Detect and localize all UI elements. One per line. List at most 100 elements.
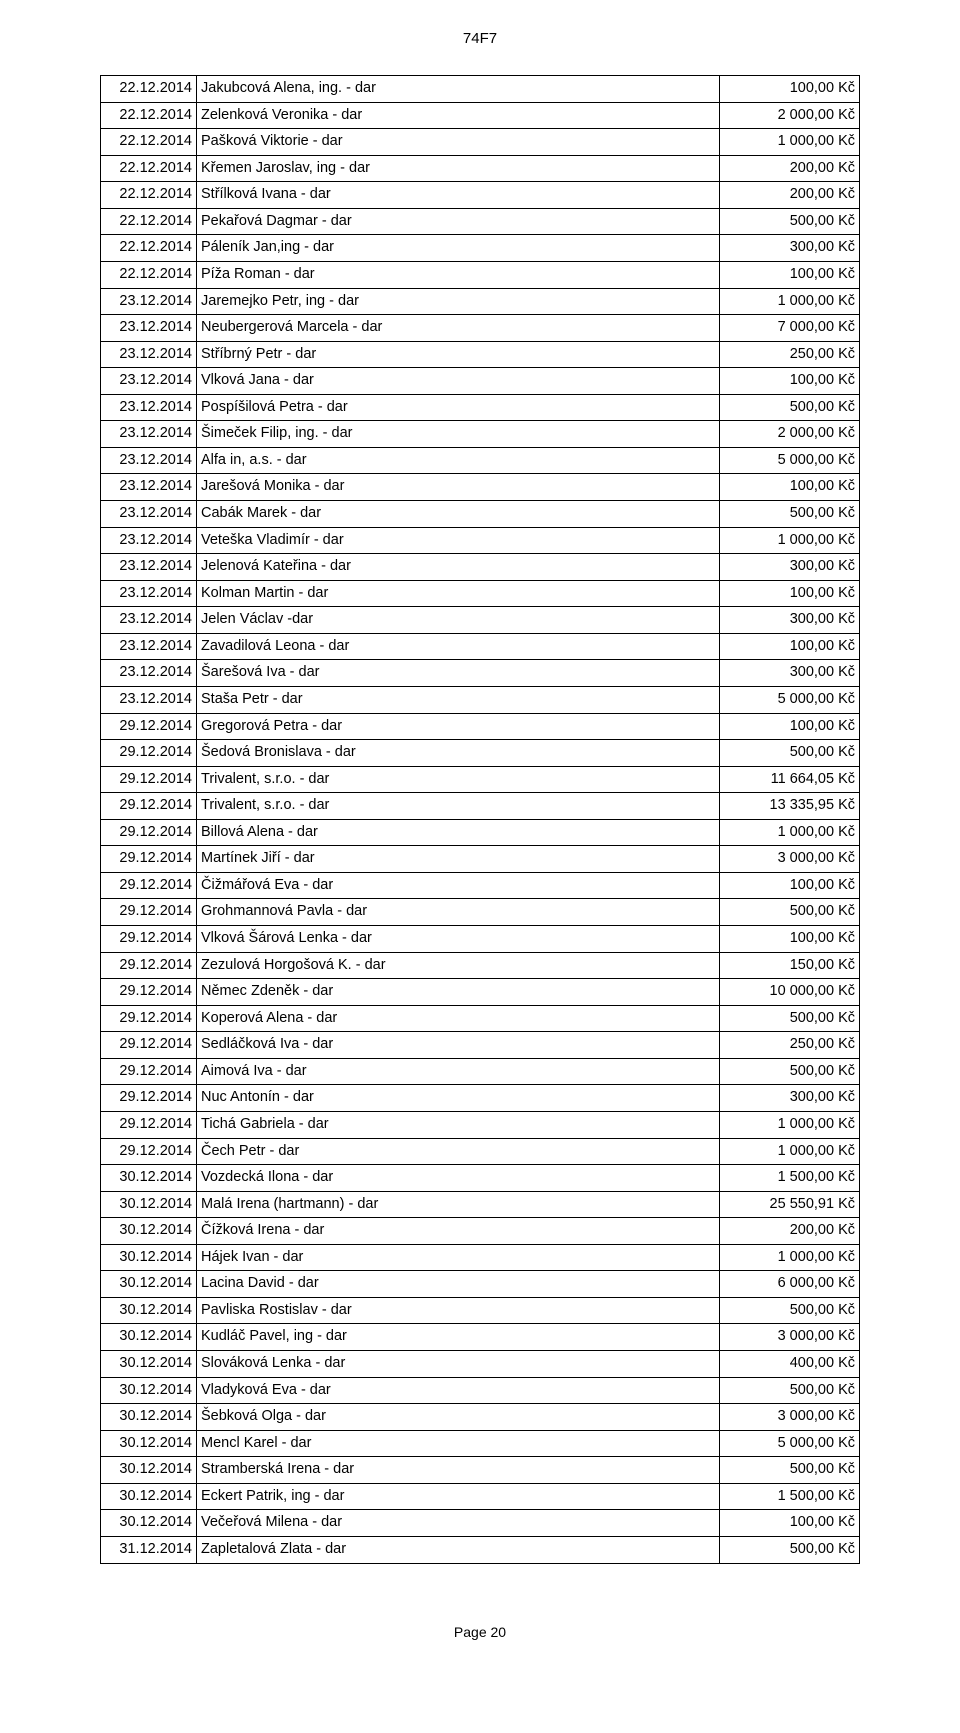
table-row: 22.12.2014Páleník Jan,ing - dar300,00 Kč (101, 235, 860, 262)
table-row: 29.12.2014Šedová Bronislava - dar500,00 … (101, 740, 860, 767)
table-row: 29.12.2014Trivalent, s.r.o. - dar13 335,… (101, 793, 860, 820)
cell-description: Malá Irena (hartmann) - dar (197, 1191, 720, 1218)
cell-description: Staša Petr - dar (197, 686, 720, 713)
table-row: 23.12.2014Stříbrný Petr - dar250,00 Kč (101, 341, 860, 368)
cell-amount: 300,00 Kč (720, 607, 860, 634)
cell-date: 29.12.2014 (101, 899, 197, 926)
cell-date: 23.12.2014 (101, 474, 197, 501)
table-row: 31.12.2014Zapletalová Zlata - dar500,00 … (101, 1536, 860, 1563)
cell-amount: 100,00 Kč (720, 76, 860, 103)
cell-date: 29.12.2014 (101, 979, 197, 1006)
table-row: 22.12.2014Jakubcová Alena, ing. - dar100… (101, 76, 860, 103)
cell-amount: 25 550,91 Kč (720, 1191, 860, 1218)
cell-amount: 100,00 Kč (720, 872, 860, 899)
cell-description: Šimeček Filip, ing. - dar (197, 421, 720, 448)
cell-date: 29.12.2014 (101, 793, 197, 820)
table-row: 29.12.2014Martínek Jiří - dar3 000,00 Kč (101, 846, 860, 873)
cell-date: 30.12.2014 (101, 1457, 197, 1484)
cell-date: 23.12.2014 (101, 660, 197, 687)
table-row: 23.12.2014Vlková Jana - dar100,00 Kč (101, 368, 860, 395)
cell-date: 22.12.2014 (101, 76, 197, 103)
cell-amount: 1 500,00 Kč (720, 1483, 860, 1510)
cell-date: 30.12.2014 (101, 1271, 197, 1298)
cell-amount: 100,00 Kč (720, 926, 860, 953)
cell-amount: 100,00 Kč (720, 633, 860, 660)
cell-date: 23.12.2014 (101, 580, 197, 607)
cell-description: Pekařová Dagmar - dar (197, 208, 720, 235)
table-row: 29.12.2014Billová Alena - dar1 000,00 Kč (101, 819, 860, 846)
cell-date: 30.12.2014 (101, 1404, 197, 1431)
cell-amount: 13 335,95 Kč (720, 793, 860, 820)
cell-description: Gregorová Petra - dar (197, 713, 720, 740)
cell-description: Vladyková Eva - dar (197, 1377, 720, 1404)
cell-amount: 5 000,00 Kč (720, 1430, 860, 1457)
table-row: 23.12.2014Jaremejko Petr, ing - dar1 000… (101, 288, 860, 315)
cell-description: Jarešová Monika - dar (197, 474, 720, 501)
cell-description: Čížková Irena - dar (197, 1218, 720, 1245)
table-row: 22.12.2014Křemen Jaroslav, ing - dar200,… (101, 155, 860, 182)
cell-amount: 500,00 Kč (720, 1377, 860, 1404)
cell-amount: 1 500,00 Kč (720, 1165, 860, 1192)
cell-date: 30.12.2014 (101, 1377, 197, 1404)
cell-description: Nuc Antonín - dar (197, 1085, 720, 1112)
table-row: 23.12.2014Jelenová Kateřina - dar300,00 … (101, 554, 860, 581)
table-row: 30.12.2014Kudláč Pavel, ing - dar3 000,0… (101, 1324, 860, 1351)
cell-date: 22.12.2014 (101, 261, 197, 288)
cell-date: 29.12.2014 (101, 926, 197, 953)
cell-date: 29.12.2014 (101, 1138, 197, 1165)
cell-description: Cabák Marek - dar (197, 501, 720, 528)
cell-description: Vlková Šárová Lenka - dar (197, 926, 720, 953)
cell-date: 29.12.2014 (101, 846, 197, 873)
cell-date: 30.12.2014 (101, 1430, 197, 1457)
cell-date: 29.12.2014 (101, 952, 197, 979)
table-row: 23.12.2014Kolman Martin - dar100,00 Kč (101, 580, 860, 607)
table-row: 30.12.2014Lacina David - dar6 000,00 Kč (101, 1271, 860, 1298)
table-row: 29.12.2014Koperová Alena - dar500,00 Kč (101, 1005, 860, 1032)
table-row: 29.12.2014Nuc Antonín - dar300,00 Kč (101, 1085, 860, 1112)
page-footer: Page 20 (100, 1624, 860, 1640)
cell-date: 30.12.2014 (101, 1218, 197, 1245)
cell-amount: 3 000,00 Kč (720, 846, 860, 873)
cell-amount: 300,00 Kč (720, 1085, 860, 1112)
cell-date: 22.12.2014 (101, 208, 197, 235)
cell-description: Billová Alena - dar (197, 819, 720, 846)
cell-date: 23.12.2014 (101, 421, 197, 448)
cell-description: Lacina David - dar (197, 1271, 720, 1298)
cell-description: Veteška Vladimír - dar (197, 527, 720, 554)
cell-description: Kudláč Pavel, ing - dar (197, 1324, 720, 1351)
cell-date: 23.12.2014 (101, 341, 197, 368)
cell-amount: 100,00 Kč (720, 261, 860, 288)
cell-date: 29.12.2014 (101, 740, 197, 767)
cell-amount: 500,00 Kč (720, 208, 860, 235)
cell-amount: 500,00 Kč (720, 1058, 860, 1085)
table-row: 29.12.2014Vlková Šárová Lenka - dar100,0… (101, 926, 860, 953)
cell-description: Jelen Václav -dar (197, 607, 720, 634)
cell-date: 22.12.2014 (101, 182, 197, 209)
cell-description: Němec Zdeněk - dar (197, 979, 720, 1006)
cell-date: 23.12.2014 (101, 315, 197, 342)
table-row: 23.12.2014Šarešová Iva - dar300,00 Kč (101, 660, 860, 687)
table-row: 23.12.2014Neubergerová Marcela - dar7 00… (101, 315, 860, 342)
cell-amount: 100,00 Kč (720, 368, 860, 395)
donations-table: 22.12.2014Jakubcová Alena, ing. - dar100… (100, 75, 860, 1564)
table-row: 29.12.2014Zezulová Horgošová K. - dar150… (101, 952, 860, 979)
cell-description: Trivalent, s.r.o. - dar (197, 766, 720, 793)
cell-description: Píža Roman - dar (197, 261, 720, 288)
cell-description: Pašková Viktorie - dar (197, 129, 720, 156)
table-row: 30.12.2014Vladyková Eva - dar500,00 Kč (101, 1377, 860, 1404)
cell-description: Martínek Jiří - dar (197, 846, 720, 873)
cell-amount: 500,00 Kč (720, 394, 860, 421)
cell-amount: 1 000,00 Kč (720, 1138, 860, 1165)
cell-amount: 5 000,00 Kč (720, 447, 860, 474)
cell-date: 31.12.2014 (101, 1536, 197, 1563)
cell-amount: 500,00 Kč (720, 1457, 860, 1484)
cell-date: 23.12.2014 (101, 447, 197, 474)
table-row: 30.12.2014Hájek Ivan - dar1 000,00 Kč (101, 1244, 860, 1271)
cell-description: Šedová Bronislava - dar (197, 740, 720, 767)
cell-description: Čižmářová Eva - dar (197, 872, 720, 899)
cell-description: Zavadilová Leona - dar (197, 633, 720, 660)
cell-date: 30.12.2014 (101, 1324, 197, 1351)
cell-date: 29.12.2014 (101, 872, 197, 899)
cell-date: 23.12.2014 (101, 607, 197, 634)
cell-description: Jakubcová Alena, ing. - dar (197, 76, 720, 103)
